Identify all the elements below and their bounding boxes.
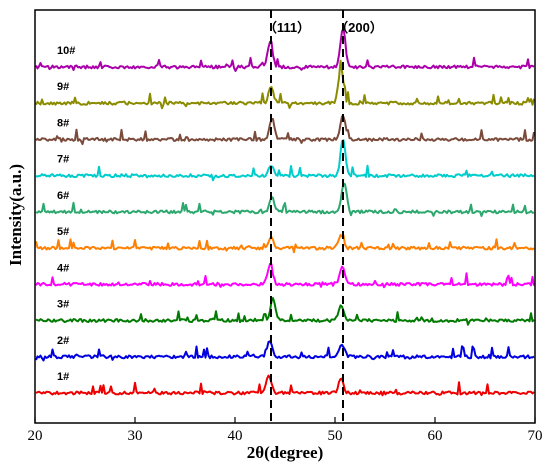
series-line <box>35 374 535 397</box>
series-label: 6# <box>57 190 69 202</box>
x-tick-label: 70 <box>528 428 543 444</box>
series-label: 8# <box>57 117 69 129</box>
series-line <box>35 233 535 254</box>
y-axis-title: Intensity(a.u.) <box>6 164 25 266</box>
series-line <box>35 182 534 218</box>
x-tick-label: 30 <box>128 428 143 444</box>
peak-label: （200） <box>335 20 383 35</box>
series-line <box>35 297 535 326</box>
x-tick-label: 50 <box>328 428 343 444</box>
series-label: 1# <box>57 371 69 383</box>
x-tick-label: 40 <box>228 428 243 444</box>
x-axis-title: 2θ(degree) <box>247 443 324 462</box>
series-label: 3# <box>57 299 69 311</box>
series-line <box>35 262 535 289</box>
reference-lines: （111） （200） <box>264 10 383 423</box>
series-label: 4# <box>57 262 69 274</box>
series-line <box>35 115 535 146</box>
series-label: 2# <box>57 335 69 347</box>
series-line <box>35 27 535 72</box>
series-label: 9# <box>57 81 69 93</box>
x-tick-label: 20 <box>28 428 43 444</box>
series-line <box>35 139 535 182</box>
series-label: 7# <box>57 154 69 166</box>
x-tick-label: 60 <box>428 428 443 444</box>
peak-label: （111） <box>264 20 310 35</box>
series-label: 5# <box>57 226 69 238</box>
series-line <box>35 340 535 362</box>
series-line <box>35 59 535 110</box>
plot-frame <box>34 9 536 424</box>
x-ticks: 20 30 40 50 60 70 <box>28 417 543 444</box>
series-layer: 1# 2# 3# 4# 5# 6# 7# 8# 9# 10# <box>35 27 535 397</box>
series-label: 10# <box>57 45 75 57</box>
